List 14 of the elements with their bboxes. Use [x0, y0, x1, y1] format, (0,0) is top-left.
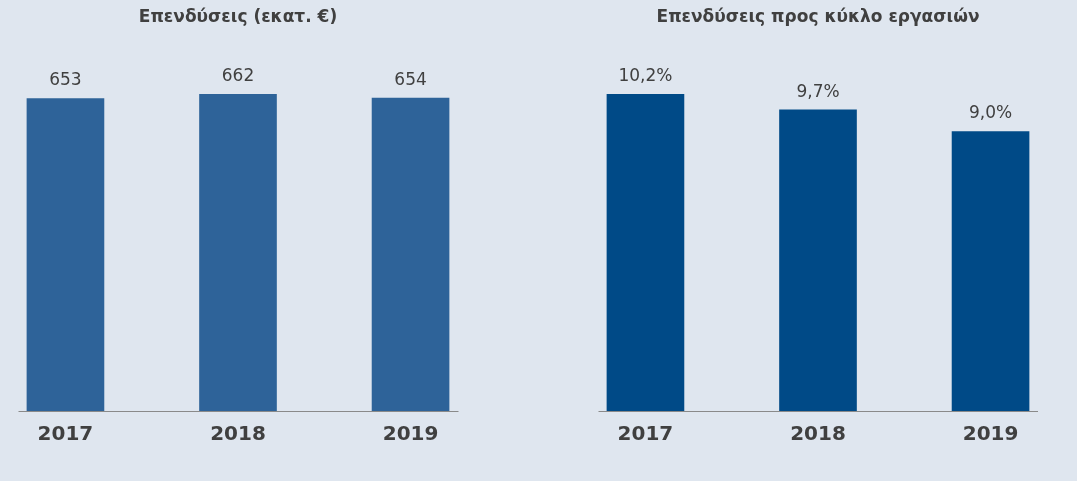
x-tick-label: 2018 — [210, 420, 266, 445]
data-label: 9,0% — [968, 102, 1013, 123]
data-label: 653 — [49, 69, 82, 90]
chart-title: Επενδύσεις προς κύκλο εργασιών — [656, 6, 980, 26]
data-label: 10,2% — [618, 65, 673, 86]
data-label: 662 — [221, 65, 255, 86]
x-tick-label: 2017 — [37, 420, 94, 445]
x-tick-label: 2018 — [790, 420, 846, 445]
x-tick-label: 2019 — [382, 420, 439, 445]
x-tick-label: 2017 — [617, 420, 674, 445]
chart-title: Επενδύσεις (εκατ. €) — [138, 6, 338, 26]
x-tick-label: 2019 — [962, 420, 1019, 445]
data-label: 9,7% — [796, 80, 840, 101]
data-label: 654 — [394, 68, 427, 89]
